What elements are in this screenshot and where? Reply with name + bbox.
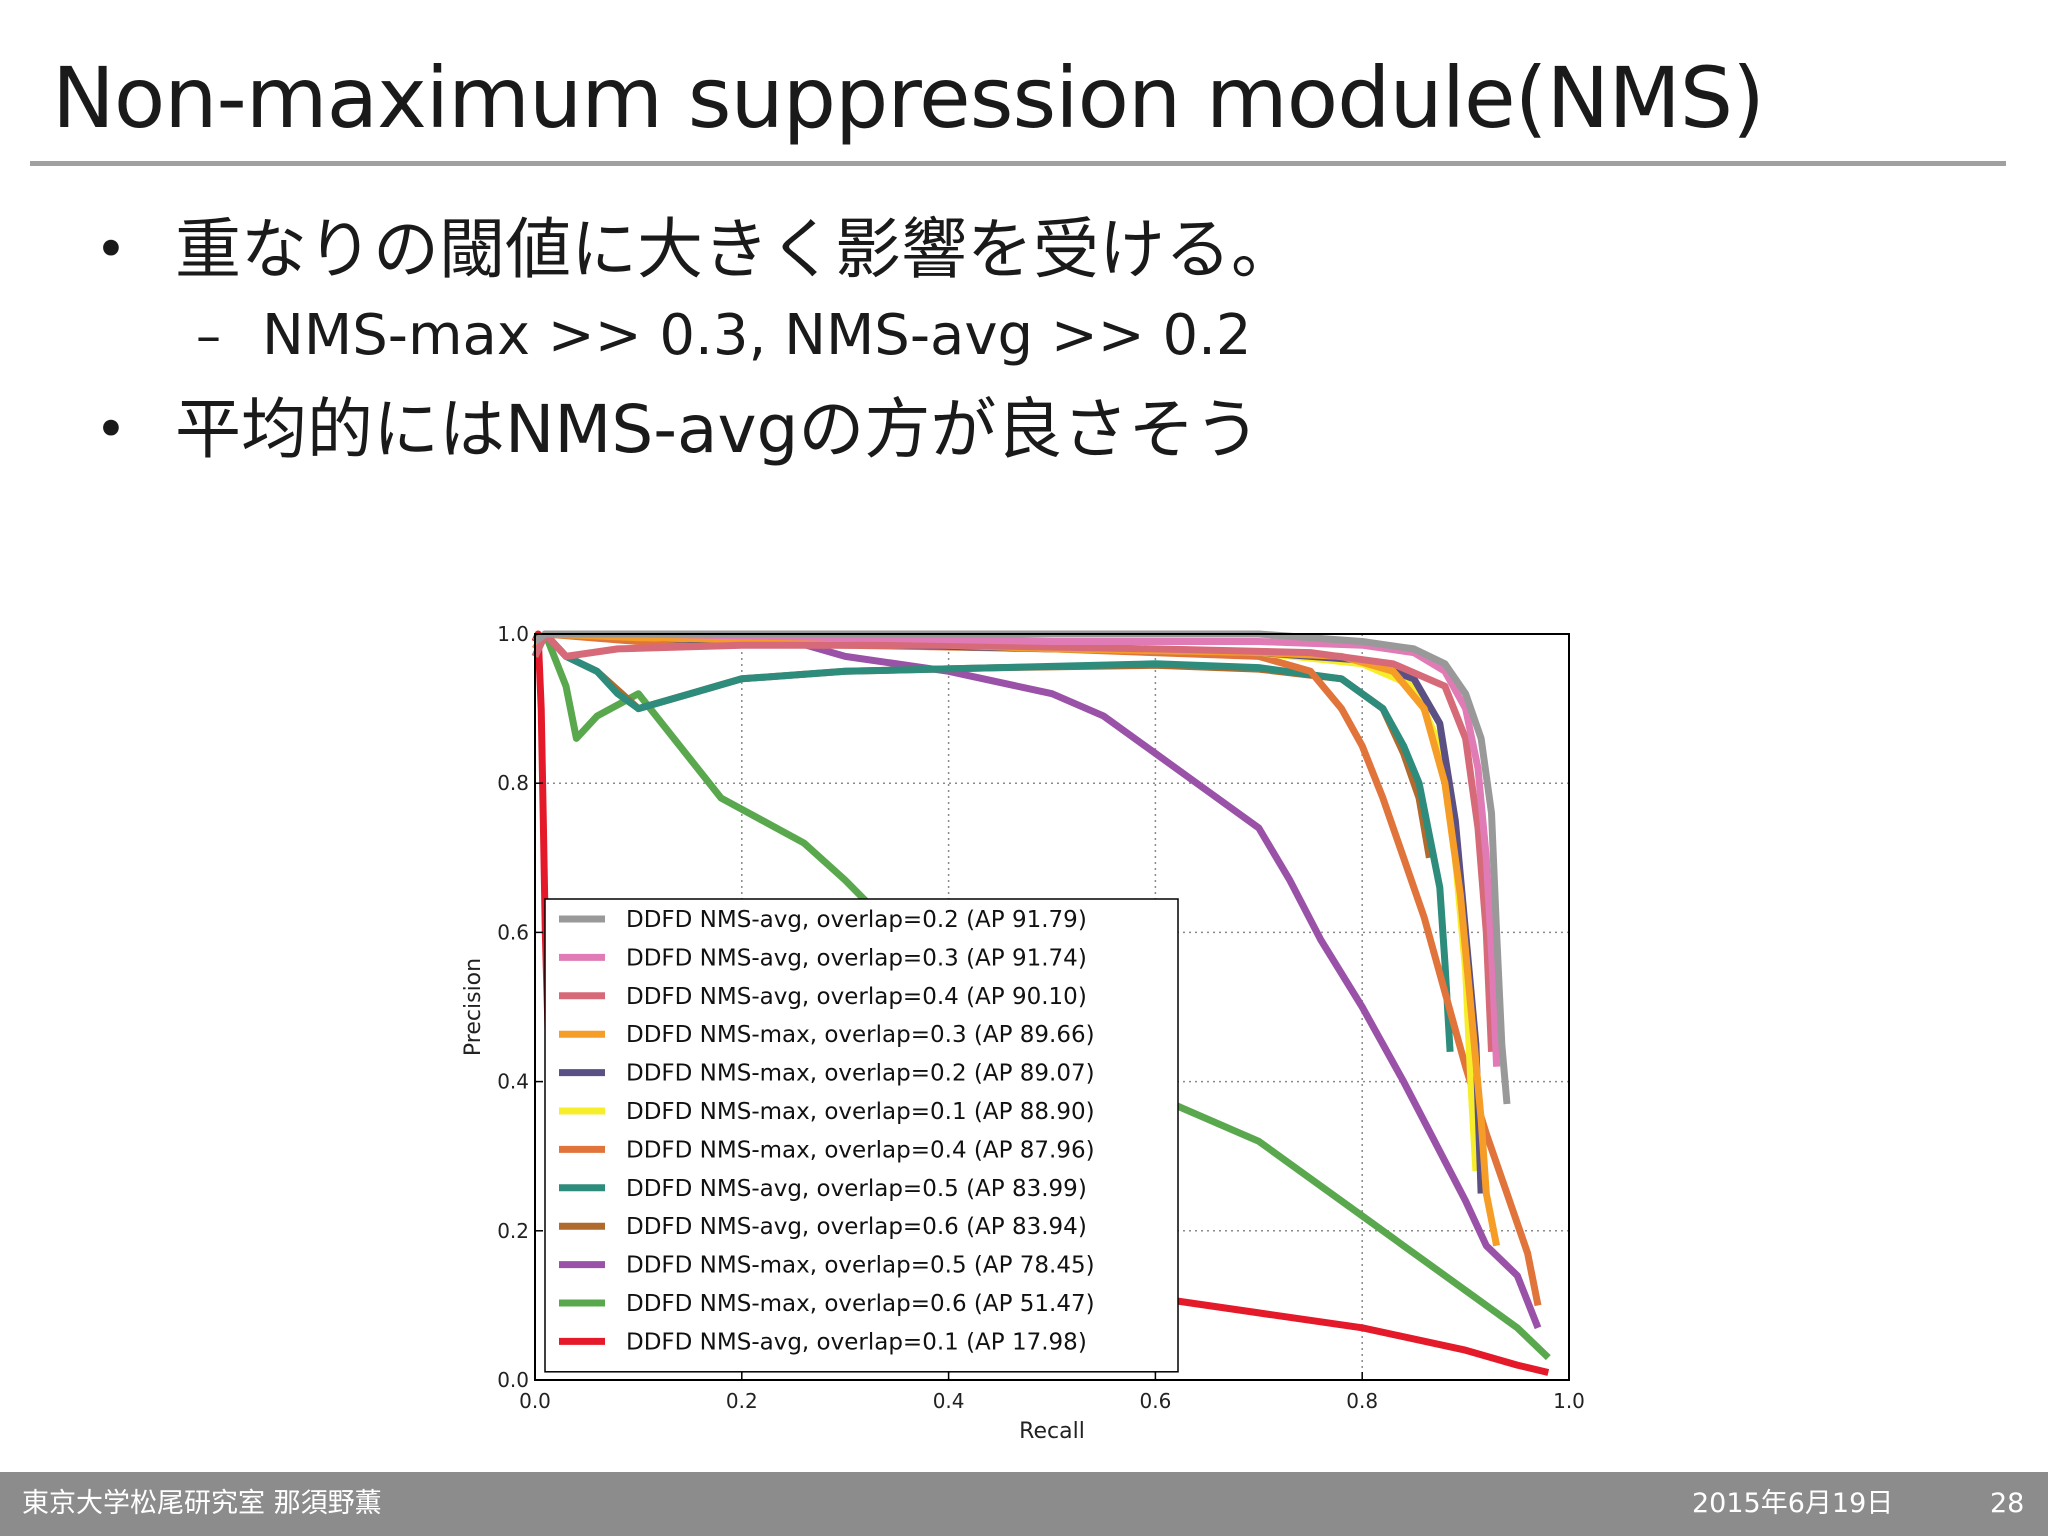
- series-line-4: [532, 630, 1501, 1247]
- precision-recall-chart: 0.0 0.2 0.4 0.6 0.8 1.0 0.0 0.2 0.4 0.6 0.8 1.0 DDF…: [450, 615, 2048, 1460]
- legend-entry: DDFD NMS-avg, overlap=0.5 (AP 83.99): [626, 1176, 1087, 1202]
- legend-entry: DDFD NMS-avg, overlap=0.3 (AP 91.74): [626, 945, 1087, 971]
- bullet-1: 重なりの閾値に大きく影響を受ける。: [175, 211, 1297, 288]
- y-tick-label: 0.6: [497, 920, 529, 944]
- legend-entry: DDFD NMS-avg, overlap=0.1 (AP 17.98): [626, 1329, 1087, 1355]
- x-tick-label: 0.6: [1139, 1389, 1171, 1413]
- x-tick-label: 0.8: [1346, 1389, 1378, 1413]
- plot-frame: [534, 633, 1570, 1381]
- series-line-3: [531, 630, 1495, 1052]
- legend: DDFD NMS-avg, overlap=0.2 (AP 91.79) DDFD…: [544, 898, 1179, 1373]
- legend-entry: DDFD NMS-max, overlap=0.3 (AP 89.66): [626, 1022, 1095, 1048]
- legend-entry: DDFD NMS-max, overlap=0.6 (AP 51.47): [626, 1291, 1095, 1317]
- legend-box: [544, 898, 1179, 1373]
- slide-title: Non-maximum suppression module(NMS): [52, 49, 1765, 147]
- footer-date: 2015年6月19日: [1692, 1488, 1894, 1519]
- x-axis-label: Recall: [1019, 1419, 1085, 1444]
- footer-bar: 東京大学松尾研究室 那須野薫 2015年6月19日 28: [0, 1472, 2048, 1536]
- page-number: 28: [1990, 1488, 2025, 1519]
- precision-recall-figure: 0.0 0.2 0.4 0.6 0.8 1.0 0.0 0.2 0.4 0.6 0.8 1.0 DDF…: [450, 615, 2048, 1460]
- series-lines: [531, 630, 1551, 1376]
- x-tick-label: 0.2: [726, 1389, 758, 1413]
- y-axis-label: Precision: [461, 958, 486, 1056]
- x-tick-label: 1.0: [1553, 1389, 1585, 1413]
- legend-entry: DDFD NMS-max, overlap=0.1 (AP 88.90): [626, 1099, 1095, 1125]
- axis-ticks: 0.0 0.2 0.4 0.6 0.8 1.0 0.0 0.2 0.4 0.6 0.8 1.0: [497, 622, 1585, 1413]
- bullet-marker: •: [95, 218, 127, 281]
- legend-entry: DDFD NMS-avg, overlap=0.6 (AP 83.94): [626, 1214, 1087, 1240]
- x-tick-label: 0.0: [519, 1389, 551, 1413]
- y-tick-label: 0.0: [497, 1368, 529, 1392]
- legend-entry: DDFD NMS-avg, overlap=0.2 (AP 91.79): [626, 907, 1087, 933]
- title-divider: [30, 161, 2006, 166]
- legend-entry: DDFD NMS-max, overlap=0.4 (AP 87.96): [626, 1137, 1095, 1163]
- series-line-8: [531, 630, 1454, 1053]
- legend-entry: DDFD NMS-max, overlap=0.2 (AP 89.07): [626, 1061, 1095, 1087]
- sub-bullet-1: NMS-max >> 0.3, NMS-avg >> 0.2: [262, 303, 1252, 368]
- bullet-2: 平均的にはNMS-avgの方が良さそう: [175, 391, 1261, 468]
- y-tick-label: 0.8: [497, 771, 529, 795]
- legend-entry: DDFD NMS-avg, overlap=0.4 (AP 90.10): [626, 984, 1087, 1010]
- series-line-11: [532, 630, 1551, 1361]
- footer-author: 東京大学松尾研究室 那須野薫: [22, 1488, 382, 1519]
- y-tick-label: 1.0: [497, 622, 529, 646]
- y-tick-label: 0.4: [497, 1070, 529, 1094]
- x-tick-label: 0.4: [933, 1389, 965, 1413]
- bullet-marker: •: [95, 398, 127, 461]
- sub-bullet-marker: –: [196, 307, 221, 365]
- legend-entry: DDFD NMS-max, overlap=0.5 (AP 78.45): [626, 1253, 1095, 1279]
- y-tick-label: 0.2: [497, 1219, 529, 1243]
